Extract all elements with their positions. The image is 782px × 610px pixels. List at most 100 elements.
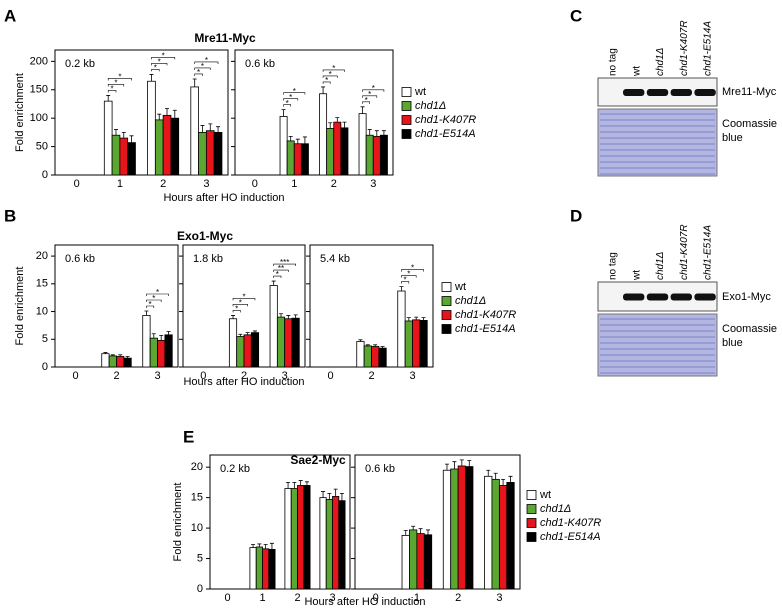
legend-swatch xyxy=(401,115,412,125)
significance-bracket xyxy=(283,92,306,95)
y-axis-label: Fold enrichment xyxy=(14,267,26,346)
blot-band xyxy=(694,293,716,301)
error-bar xyxy=(192,78,197,87)
lane-label: wt xyxy=(631,270,642,281)
significance-bracket xyxy=(107,78,132,81)
bar xyxy=(123,357,132,368)
significance-bracket xyxy=(401,269,424,272)
bar xyxy=(249,547,257,590)
error-bar xyxy=(292,482,297,489)
error-bar xyxy=(418,528,423,534)
legend-label: chd1-E514A xyxy=(455,323,516,335)
error-bar xyxy=(298,480,303,486)
x-axis-label: Hours after HO induction xyxy=(163,192,284,204)
error-bar xyxy=(293,314,298,319)
panel-letter: B xyxy=(4,206,16,225)
bar xyxy=(319,497,327,590)
error-bar xyxy=(231,315,236,319)
x-tick-label: 0 xyxy=(200,370,206,382)
legend-label: wt xyxy=(539,489,551,501)
lane-label: chd1-E514A xyxy=(703,21,714,76)
x-tick-label: 2 xyxy=(331,178,337,190)
significance-label: * xyxy=(111,85,114,94)
y-tick-label: 200 xyxy=(30,55,48,67)
bar xyxy=(276,316,286,368)
bar xyxy=(291,317,300,368)
bar xyxy=(303,485,311,590)
bar xyxy=(297,485,305,590)
bar xyxy=(371,346,380,368)
x-tick-label: 2 xyxy=(455,592,461,604)
bar xyxy=(119,137,129,176)
bar xyxy=(116,356,125,368)
error-bar xyxy=(129,135,134,143)
coomassie-panel xyxy=(597,108,718,177)
error-bar xyxy=(358,339,363,342)
lane-label: wt xyxy=(631,66,642,77)
bar xyxy=(243,334,252,368)
bar xyxy=(356,341,365,368)
significance-bracket xyxy=(232,298,256,301)
error-bar xyxy=(110,354,115,356)
bar xyxy=(332,496,340,590)
error-bar xyxy=(342,121,347,128)
subplot-label: 1.8 kb xyxy=(193,253,223,265)
error-bar xyxy=(360,106,365,114)
x-tick-label: 3 xyxy=(496,592,502,604)
legend-swatch xyxy=(441,296,452,306)
bar xyxy=(198,131,207,176)
lane-label: chd1-E514A xyxy=(703,225,714,280)
legend-swatch xyxy=(526,518,537,528)
x-tick-label: 3 xyxy=(329,592,335,604)
bar xyxy=(333,121,342,176)
blot-band xyxy=(646,293,669,301)
x-tick-label: 2 xyxy=(160,178,166,190)
legend-swatch xyxy=(441,310,452,320)
error-bar xyxy=(263,544,268,549)
bar xyxy=(101,353,110,368)
error-bar xyxy=(271,280,276,286)
error-bar xyxy=(245,332,250,335)
significance-bracket xyxy=(151,63,168,66)
significance-label: * xyxy=(242,293,245,302)
bar xyxy=(286,140,295,176)
x-axis-label: Hours after HO induction xyxy=(304,596,425,608)
significance-label: * xyxy=(152,294,155,303)
significance-label: * xyxy=(286,99,289,108)
x-tick-label: 2 xyxy=(294,592,300,604)
error-bar xyxy=(373,344,378,347)
legend-label: chd1-K407R xyxy=(415,114,476,126)
lane-label: no tag xyxy=(608,48,619,76)
error-bar xyxy=(339,492,344,501)
significance-bracket xyxy=(146,299,162,302)
legend-label: chd1Δ xyxy=(540,503,571,515)
significance-bracket xyxy=(401,281,410,284)
bar xyxy=(484,475,493,590)
bar xyxy=(378,347,387,368)
error-bar xyxy=(159,334,164,341)
error-bar xyxy=(106,95,111,102)
significance-label: * xyxy=(156,288,159,297)
bar xyxy=(103,100,113,176)
error-bar xyxy=(380,346,385,349)
legend-label: wt xyxy=(454,281,466,293)
bar xyxy=(358,113,367,176)
y-tick-label: 0 xyxy=(42,361,48,373)
x-tick-label: 0 xyxy=(373,592,379,604)
error-bar xyxy=(125,356,130,359)
blot-band xyxy=(694,89,716,96)
significance-bracket xyxy=(283,104,291,107)
chart-title: Mre11-Myc xyxy=(194,31,256,45)
bar xyxy=(149,337,158,368)
bar xyxy=(423,534,433,590)
significance-bracket xyxy=(362,89,385,92)
y-tick-label: 0 xyxy=(42,169,48,181)
bar xyxy=(268,549,276,590)
x-tick-label: 0 xyxy=(224,592,230,604)
error-bar xyxy=(279,313,284,318)
significance-bracket xyxy=(322,81,331,84)
significance-bracket xyxy=(362,95,378,98)
x-tick-label: 0 xyxy=(327,370,333,382)
significance-bracket xyxy=(401,275,417,278)
error-bar xyxy=(399,286,404,292)
